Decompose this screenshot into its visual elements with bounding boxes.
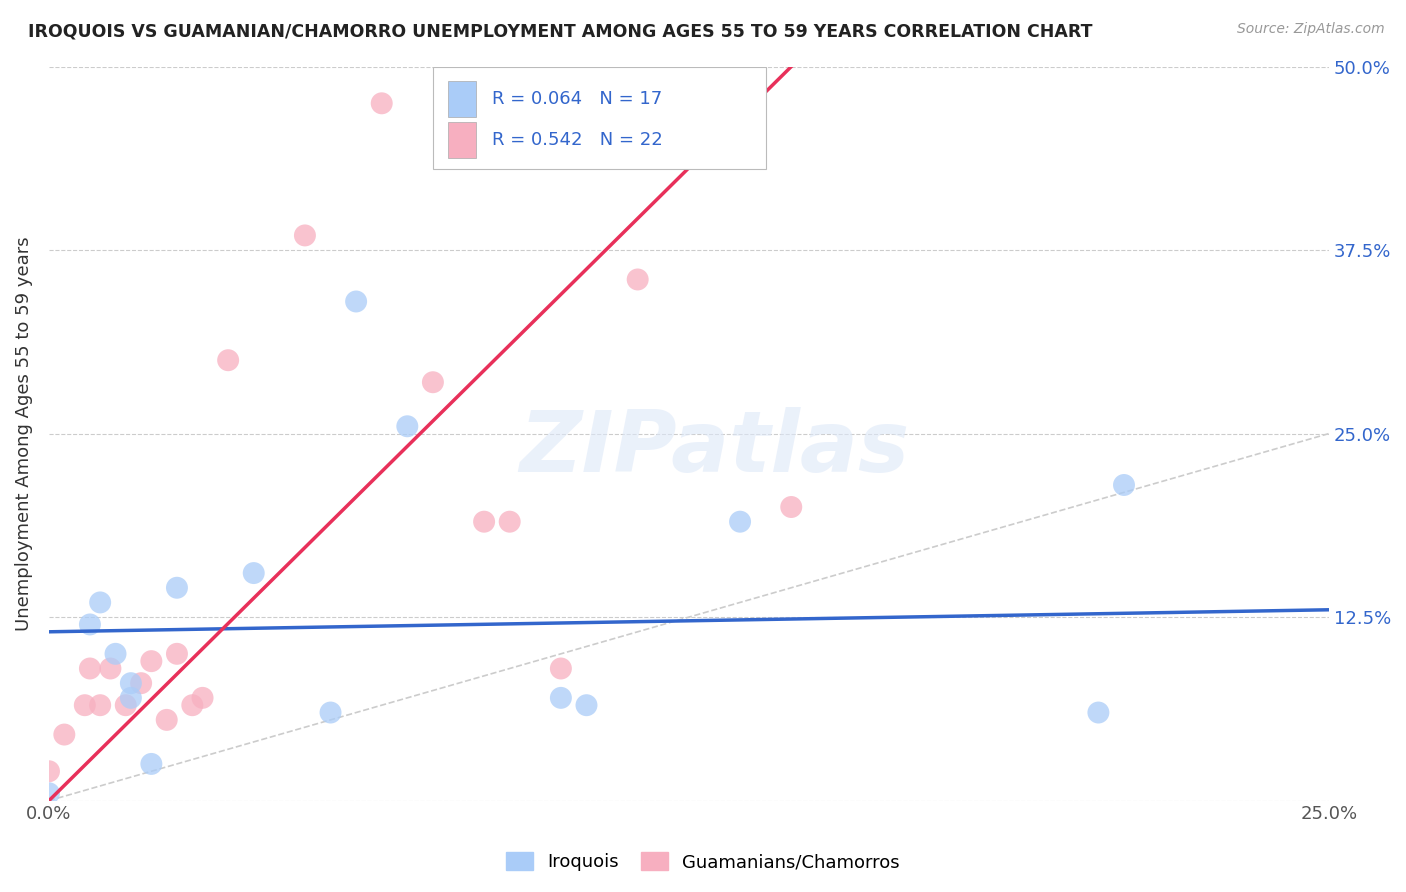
Point [191,690,214,705]
Y-axis label: Unemployment Among Ages 55 to 59 years: Unemployment Among Ages 55 to 59 years [15,236,32,631]
Point [79,617,101,632]
Point [1112,478,1135,492]
Point [728,515,751,529]
Text: R = 0.064   N = 17: R = 0.064 N = 17 [492,90,662,108]
Point [141,756,163,771]
FancyBboxPatch shape [449,81,477,117]
Text: ZIPatlas: ZIPatlas [519,407,910,490]
Point [294,228,316,243]
Point [89,698,111,713]
Point [780,500,803,514]
Point [370,96,392,111]
Point [396,419,419,434]
Point [89,595,111,609]
Point [242,566,264,580]
Point [472,515,495,529]
Point [344,294,367,309]
Point [550,661,572,675]
Point [1087,706,1109,720]
Point [181,698,204,713]
Point [156,713,179,727]
Point [73,698,96,713]
Point [38,786,60,800]
Point [100,661,122,675]
Point [53,727,76,741]
Text: R = 0.542   N = 22: R = 0.542 N = 22 [492,131,662,149]
Point [422,376,444,390]
Point [79,661,101,675]
Point [319,706,342,720]
Point [575,698,598,713]
Point [166,647,188,661]
Point [627,272,650,286]
Point [120,690,142,705]
Point [217,353,239,368]
Point [104,647,127,661]
Point [550,690,572,705]
Legend: Iroquois, Guamanians/Chamorros: Iroquois, Guamanians/Chamorros [499,845,907,879]
Point [38,764,60,779]
Point [129,676,152,690]
Point [499,515,522,529]
Point [120,676,142,690]
Point [141,654,163,668]
Text: IROQUOIS VS GUAMANIAN/CHAMORRO UNEMPLOYMENT AMONG AGES 55 TO 59 YEARS CORRELATIO: IROQUOIS VS GUAMANIAN/CHAMORRO UNEMPLOYM… [28,22,1092,40]
FancyBboxPatch shape [433,67,766,169]
Point [166,581,188,595]
Text: Source: ZipAtlas.com: Source: ZipAtlas.com [1237,22,1385,37]
Point [114,698,136,713]
FancyBboxPatch shape [449,122,477,158]
